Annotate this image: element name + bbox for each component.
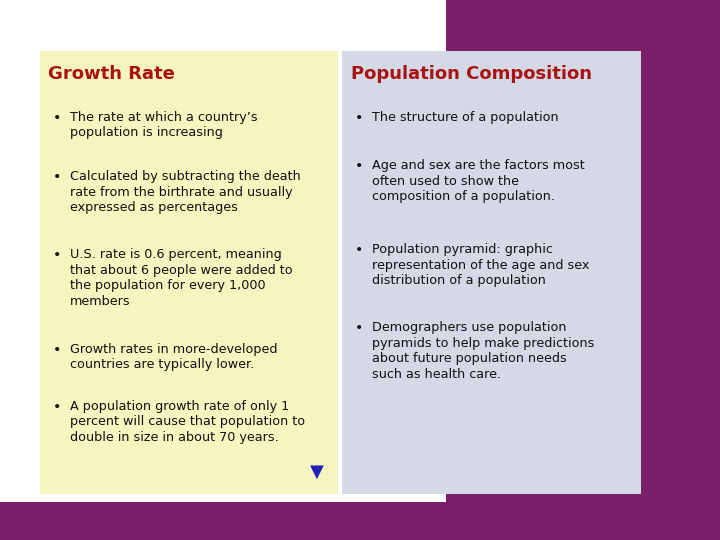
Bar xyxy=(342,51,641,494)
Text: Population pyramid: graphic
representation of the age and sex
distribution of a : Population pyramid: graphic representati… xyxy=(372,243,590,287)
Text: •: • xyxy=(355,243,364,257)
Text: •: • xyxy=(53,248,61,262)
Text: A population growth rate of only 1
percent will cause that population to
double : A population growth rate of only 1 perce… xyxy=(70,400,305,443)
Bar xyxy=(446,0,720,540)
Text: The structure of a population: The structure of a population xyxy=(372,111,559,124)
Text: •: • xyxy=(355,321,364,335)
Text: Growth Rate: Growth Rate xyxy=(48,65,175,83)
Text: •: • xyxy=(53,111,61,125)
Bar xyxy=(0,502,720,540)
Text: Demographers use population
pyramids to help make predictions
about future popul: Demographers use population pyramids to … xyxy=(372,321,595,381)
Text: •: • xyxy=(355,111,364,125)
Text: The rate at which a country’s
population is increasing: The rate at which a country’s population… xyxy=(70,111,258,139)
Bar xyxy=(40,51,338,494)
Text: Age and sex are the factors most
often used to show the
composition of a populat: Age and sex are the factors most often u… xyxy=(372,159,585,203)
Text: U.S. rate is 0.6 percent, meaning
that about 6 people were added to
the populati: U.S. rate is 0.6 percent, meaning that a… xyxy=(70,248,292,308)
Text: •: • xyxy=(53,170,61,184)
Text: •: • xyxy=(355,159,364,173)
Text: Growth rates in more-developed
countries are typically lower.: Growth rates in more-developed countries… xyxy=(70,343,277,372)
Text: Population Composition: Population Composition xyxy=(351,65,592,83)
Text: Calculated by subtracting the death
rate from the birthrate and usually
expresse: Calculated by subtracting the death rate… xyxy=(70,170,300,214)
Text: •: • xyxy=(53,400,61,414)
Text: •: • xyxy=(53,343,61,357)
Text: ▼: ▼ xyxy=(310,463,324,481)
